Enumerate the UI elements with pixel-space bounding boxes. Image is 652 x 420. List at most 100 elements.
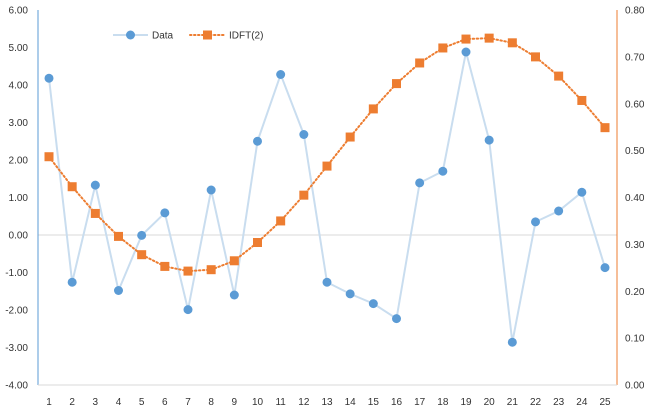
axes: -4.00 -3.00 -2.00 -1.00 0.00 1.00 2.00 3.00 4.00… xyxy=(5,6,645,409)
x-tick-label: 22 xyxy=(530,397,542,408)
left-tick-label: -3.00 xyxy=(5,343,28,354)
data-point xyxy=(44,73,54,83)
x-tick-label: 7 xyxy=(185,397,191,408)
idft-point xyxy=(44,152,54,162)
idft-point xyxy=(600,123,610,133)
x-tick-label: 24 xyxy=(576,397,588,408)
right-tick-label: 0.30 xyxy=(625,240,645,251)
idft-point xyxy=(137,250,147,260)
data-point xyxy=(507,337,517,347)
left-tick-label: 3.00 xyxy=(9,118,29,129)
x-tick-label: 3 xyxy=(93,397,99,408)
idft-point xyxy=(554,71,564,81)
legend-marker-idft xyxy=(203,30,212,40)
x-tick-label: 14 xyxy=(345,397,357,408)
x-tick-label: 13 xyxy=(321,397,333,408)
right-tick-label: 0.60 xyxy=(625,99,645,110)
x-tick-label: 21 xyxy=(507,397,519,408)
x-tick-label: 23 xyxy=(553,397,565,408)
data-point xyxy=(531,217,540,227)
x-tick-label: 8 xyxy=(208,397,214,408)
x-tick-label: 4 xyxy=(116,397,122,408)
data-point xyxy=(90,180,100,190)
left-tick-label: -1.00 xyxy=(5,268,28,279)
right-tick-label: 0.40 xyxy=(625,193,645,204)
data-point xyxy=(484,135,494,145)
idft-point xyxy=(368,104,378,114)
x-tick-label: 17 xyxy=(414,397,426,408)
idft-point xyxy=(114,231,123,241)
idft-point xyxy=(322,161,332,171)
data-point xyxy=(415,178,425,188)
x-tick-label: 15 xyxy=(368,397,380,408)
idft-point xyxy=(507,38,517,48)
series-line-idft xyxy=(48,37,606,273)
idft-point xyxy=(484,33,494,43)
left-tick-label: 1.00 xyxy=(9,193,29,204)
left-tick-label: 2.00 xyxy=(9,156,29,167)
x-tick-label: 11 xyxy=(275,397,286,408)
data-point xyxy=(183,305,193,315)
data-point xyxy=(438,166,448,176)
data-point xyxy=(461,47,471,57)
idft-point xyxy=(90,208,100,218)
data-point xyxy=(577,187,587,197)
idft-point xyxy=(67,182,77,192)
idft-point xyxy=(345,132,355,142)
idft-point xyxy=(229,256,239,266)
legend: Data IDFT(2) xyxy=(113,30,263,42)
right-tick-label: 0.70 xyxy=(625,52,645,63)
data-point xyxy=(345,289,355,299)
x-tick-label: 20 xyxy=(484,397,496,408)
data-point xyxy=(229,290,239,300)
idft-point xyxy=(206,265,216,275)
left-tick-label: 4.00 xyxy=(9,81,29,92)
series-layer xyxy=(44,33,610,347)
x-tick-label: 16 xyxy=(391,397,403,408)
data-point xyxy=(137,230,147,240)
x-tick-label: 9 xyxy=(232,397,238,408)
x-tick-label: 2 xyxy=(69,397,75,408)
idft-point xyxy=(299,190,309,200)
left-tick-label: 0.00 xyxy=(9,231,29,242)
x-tick-label: 1 xyxy=(46,397,52,408)
idft-point xyxy=(276,216,286,226)
data-point xyxy=(554,206,564,216)
legend-label-idft: IDFT(2) xyxy=(229,31,263,42)
x-tick-label: 10 xyxy=(252,397,264,408)
idft-point xyxy=(253,238,262,247)
idft-point xyxy=(392,79,401,89)
x-tick-label: 19 xyxy=(460,397,472,408)
idft-point xyxy=(438,43,448,53)
data-point xyxy=(114,286,123,295)
data-point xyxy=(206,185,216,195)
right-tick-label: 0.10 xyxy=(625,334,645,345)
data-point xyxy=(160,208,170,218)
data-point xyxy=(392,314,401,324)
data-point xyxy=(368,299,378,309)
x-tick-label: 12 xyxy=(298,397,310,408)
right-tick-label: 0.80 xyxy=(625,6,645,17)
x-tick-label: 6 xyxy=(162,397,168,408)
data-point xyxy=(67,277,77,287)
data-point xyxy=(253,136,262,146)
x-tick-label: 25 xyxy=(599,397,611,408)
right-tick-label: 0.50 xyxy=(625,146,645,157)
left-tick-label: -4.00 xyxy=(5,381,28,392)
idft-point xyxy=(415,58,425,68)
data-point xyxy=(299,130,309,139)
legend-marker-data xyxy=(126,30,135,40)
left-tick-label: -2.00 xyxy=(5,306,28,317)
data-point xyxy=(322,277,332,287)
series-line-data xyxy=(48,51,606,343)
idft-point xyxy=(160,261,170,271)
idft-point xyxy=(183,266,193,276)
left-tick-label: 5.00 xyxy=(9,43,29,54)
idft-point xyxy=(531,52,540,62)
idft-point xyxy=(577,95,587,105)
right-tick-label: 0.00 xyxy=(625,381,645,392)
data-point xyxy=(276,70,286,79)
data-point xyxy=(600,263,610,273)
